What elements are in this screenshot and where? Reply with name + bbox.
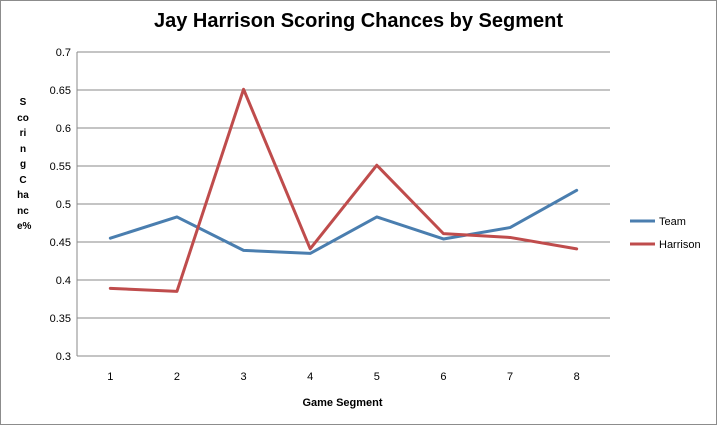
x-tick-label: 1 xyxy=(107,371,113,383)
x-tick-labels: 1 2 3 4 5 6 7 8 xyxy=(107,371,580,383)
series-lines xyxy=(108,87,579,293)
legend-label: Harrison xyxy=(659,239,701,251)
x-tick-label: 8 xyxy=(574,371,580,383)
x-tick-label: 5 xyxy=(374,371,380,383)
series-line-team xyxy=(108,188,579,255)
legend: Team Harrison xyxy=(630,216,701,251)
y-tick-labels: 0.3 0.35 0.4 0.45 0.5 0.55 0.6 0.65 0.7 xyxy=(50,47,71,363)
chart-title: Jay Harrison Scoring Chances by Segment xyxy=(153,10,564,32)
y-tick-label: 0.55 xyxy=(50,161,71,173)
series-line-harrison xyxy=(108,87,579,293)
y-tick-label: 0.3 xyxy=(56,351,71,363)
y-tick-label: 0.7 xyxy=(56,47,71,59)
gridlines xyxy=(76,51,610,357)
y-tick-label: 0.6 xyxy=(56,123,71,135)
x-tick-label: 7 xyxy=(507,371,513,383)
y-tick-label: 0.35 xyxy=(50,313,71,325)
y-tick-label: 0.45 xyxy=(50,237,71,249)
y-tick-label: 0.4 xyxy=(56,275,71,287)
y-tick-label: 0.5 xyxy=(56,199,71,211)
legend-label: Team xyxy=(659,216,686,228)
y-axis-label: Scoring Chance% xyxy=(17,97,32,232)
x-tick-label: 4 xyxy=(307,371,313,383)
y-tick-label: 0.65 xyxy=(50,85,71,97)
x-tick-label: 3 xyxy=(241,371,247,383)
x-axis-label: Game Segment xyxy=(302,397,383,409)
x-tick-label: 2 xyxy=(174,371,180,383)
x-tick-label: 6 xyxy=(440,371,446,383)
